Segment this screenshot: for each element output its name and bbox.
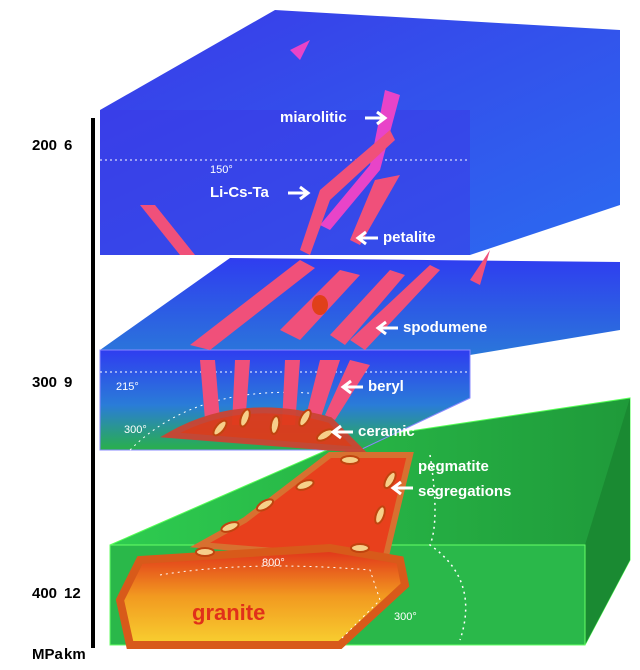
label-spodumene: spodumene [403, 319, 487, 336]
temp-300-left: 300° [124, 424, 147, 436]
scale-pressure: 200 [32, 137, 57, 154]
label-arrows [288, 110, 413, 496]
temp-215: 215° [116, 381, 139, 393]
label-li-cs-ta: Li-Cs-Ta [210, 184, 270, 201]
label-beryl: beryl [368, 378, 404, 395]
scale-unit-pressure: MPa [32, 646, 64, 663]
label-petalite: petalite [383, 229, 436, 246]
scale-unit-depth: km [64, 646, 86, 663]
label-ceramic: ceramic [358, 423, 415, 440]
scale-depth: 6 [64, 137, 72, 154]
granite-body [115, 407, 414, 649]
label-miarolitic: miarolitic [280, 109, 347, 126]
temp-800: 800° [262, 557, 285, 569]
temp-300-right: 300° [394, 611, 417, 623]
label-segregations: segregations [418, 483, 511, 500]
scale-pressure: 300 [32, 374, 57, 391]
scale-depth: 12 [64, 585, 81, 602]
scale-pressure: 400 [32, 585, 57, 602]
label-pegmatite: pegmatite [418, 458, 489, 475]
temp-150: 150° [210, 164, 233, 176]
label-granite: granite [192, 600, 265, 625]
scale-depth: 9 [64, 374, 72, 391]
